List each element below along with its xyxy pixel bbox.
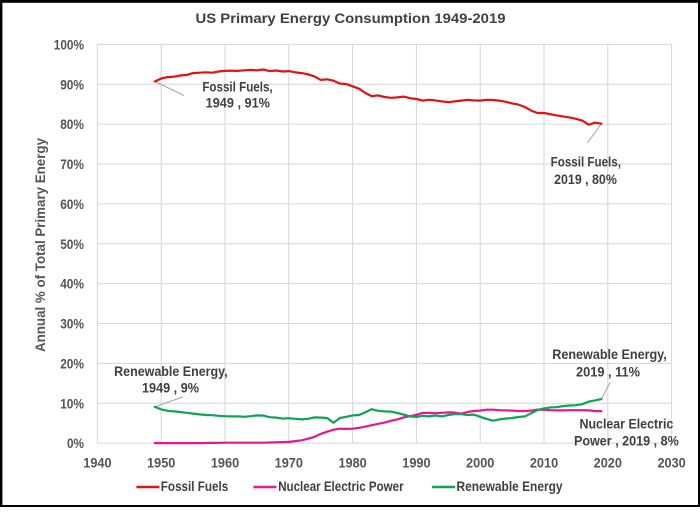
svg-text:2000: 2000: [466, 456, 495, 471]
svg-text:1949 , 91%: 1949 , 91%: [206, 96, 270, 111]
svg-text:2010: 2010: [530, 456, 559, 471]
svg-text:100%: 100%: [54, 38, 84, 53]
svg-text:1960: 1960: [211, 456, 240, 471]
svg-text:20%: 20%: [60, 357, 84, 372]
svg-text:40%: 40%: [60, 277, 84, 292]
svg-text:Power , 2019 , 8%: Power , 2019 , 8%: [574, 433, 679, 448]
svg-text:1990: 1990: [402, 456, 431, 471]
svg-text:Fossil Fuels: Fossil Fuels: [161, 479, 229, 494]
svg-text:0%: 0%: [67, 436, 84, 451]
svg-text:1950: 1950: [147, 456, 176, 471]
svg-text:Nuclear Electric Power: Nuclear Electric Power: [278, 479, 404, 494]
svg-text:2030: 2030: [657, 456, 686, 471]
svg-text:Fossil Fuels,: Fossil Fuels,: [551, 155, 621, 170]
svg-text:50%: 50%: [60, 237, 84, 252]
svg-text:US Primary Energy Consumption: US Primary Energy Consumption 1949-2019: [196, 11, 506, 26]
svg-text:30%: 30%: [60, 317, 84, 332]
svg-text:10%: 10%: [60, 396, 84, 411]
svg-text:80%: 80%: [60, 117, 84, 132]
svg-text:60%: 60%: [60, 197, 84, 212]
svg-text:Nuclear Electric: Nuclear Electric: [580, 416, 674, 431]
svg-text:Fossil Fuels,: Fossil Fuels,: [202, 80, 272, 95]
svg-text:1940: 1940: [83, 456, 112, 471]
svg-text:1970: 1970: [275, 456, 304, 471]
svg-text:2019 , 80%: 2019 , 80%: [554, 172, 617, 187]
svg-text:Renewable Energy,: Renewable Energy,: [552, 347, 667, 362]
svg-text:Renewable Energy,: Renewable Energy,: [114, 364, 228, 379]
svg-text:2019 , 11%: 2019 , 11%: [576, 365, 640, 380]
svg-text:90%: 90%: [60, 77, 84, 92]
svg-text:1980: 1980: [338, 456, 367, 471]
svg-text:70%: 70%: [60, 157, 84, 172]
svg-text:2020: 2020: [594, 456, 623, 471]
svg-text:Annual % of Total Primary Ener: Annual % of Total Primary Energy: [33, 138, 48, 352]
svg-text:1949 , 9%: 1949 , 9%: [142, 381, 199, 396]
svg-text:Renewable Energy: Renewable Energy: [457, 479, 563, 494]
